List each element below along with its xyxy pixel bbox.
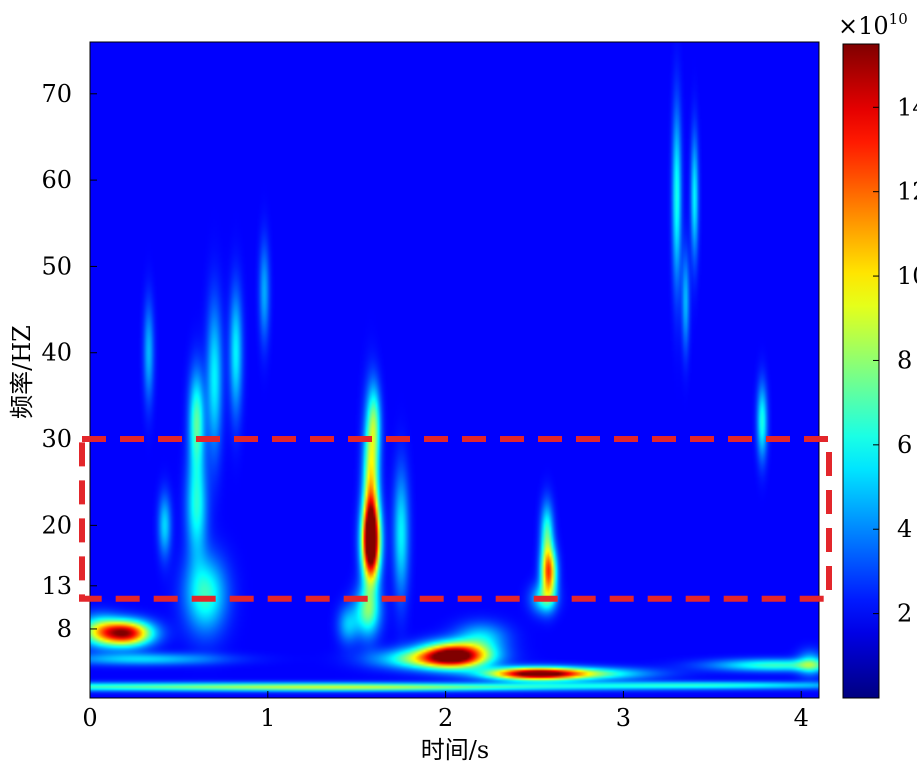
colorbar-ticks: 2 4 6 8 10 12 14 — [873, 93, 917, 628]
y-tick-label: 8 — [57, 615, 72, 643]
y-tick-label: 30 — [41, 425, 72, 453]
x-tick-label: 0 — [82, 704, 97, 732]
colorbar-tick-label: 8 — [897, 346, 912, 374]
plot-frame — [89, 41, 820, 699]
colorbar-tick-label: 12 — [897, 178, 917, 206]
colorbar-multiplier: ×1010 — [838, 10, 908, 40]
y-tick-label: 40 — [41, 339, 72, 367]
y-axis-ticks: 8 13 20 30 40 50 60 70 — [41, 80, 97, 643]
x-tick-label: 1 — [260, 704, 275, 732]
x-tick-label: 3 — [616, 704, 631, 732]
x-tick-label: 2 — [438, 704, 453, 732]
heatmap-image — [90, 42, 819, 698]
y-tick-label: 13 — [41, 572, 72, 600]
y-tick-label: 20 — [41, 511, 72, 539]
colorbar-tick-label: 14 — [897, 93, 917, 121]
x-axis-ticks: 0 1 2 3 4 — [82, 691, 809, 732]
x-axis-title: 时间/s — [421, 736, 489, 764]
x-tick-label: 4 — [794, 704, 809, 732]
colorbar-multiplier-base: ×10 — [838, 12, 889, 40]
highlight-band-box — [79, 436, 832, 602]
y-tick-label: 70 — [41, 80, 72, 108]
y-tick-label: 60 — [41, 166, 72, 194]
y-axis-title: 频率/HZ — [8, 325, 36, 419]
y-tick-label: 50 — [41, 252, 72, 280]
colorbar-tick-label: 6 — [897, 431, 912, 459]
colorbar-multiplier-exponent: 10 — [889, 10, 908, 28]
colorbar-tick-label: 10 — [897, 262, 917, 290]
annotation-dashed-rect — [79, 436, 832, 602]
colorbar-tick-label: 4 — [897, 515, 912, 543]
colorbar-tick-label: 2 — [897, 600, 912, 628]
colorbar — [842, 43, 880, 699]
